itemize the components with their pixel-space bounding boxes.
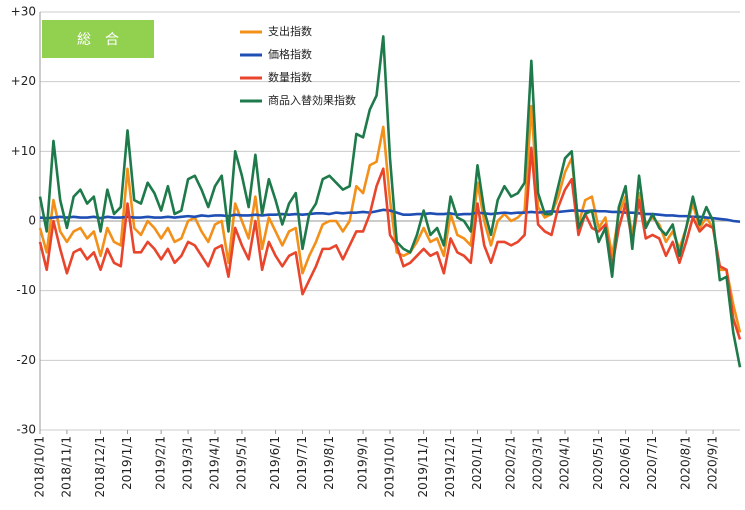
x-tick-label: 2019/12/1 bbox=[443, 436, 457, 498]
x-tick-label: 2020/7/1 bbox=[645, 436, 659, 490]
y-tick-label: +10 bbox=[11, 144, 36, 158]
y-tick-label: +30 bbox=[11, 5, 36, 19]
x-tick-label: 2019/2/1 bbox=[154, 436, 168, 490]
series-line bbox=[38, 104, 742, 333]
y-tick-label: -10 bbox=[16, 283, 36, 297]
x-tick-label: 2019/6/1 bbox=[268, 436, 282, 490]
series-line bbox=[38, 35, 742, 368]
title-box bbox=[42, 20, 154, 58]
x-tick-label: 2020/6/1 bbox=[618, 436, 632, 490]
y-tick-label: -20 bbox=[16, 353, 36, 367]
legend-label: 価格指数 bbox=[268, 47, 312, 61]
x-tick-label: 2019/9/1 bbox=[356, 436, 370, 490]
legend-label: 支出指数 bbox=[268, 24, 312, 38]
x-tick-label: 2019/4/1 bbox=[208, 436, 222, 490]
x-tick-label: 2020/8/1 bbox=[679, 436, 693, 490]
y-tick-label: 0 bbox=[28, 214, 36, 228]
x-tick-label: 2019/10/1 bbox=[383, 436, 397, 498]
x-tick-label: 2020/9/1 bbox=[706, 436, 720, 490]
x-tick-label: 2020/2/1 bbox=[504, 436, 518, 490]
x-tick-label: 2018/11/1 bbox=[59, 436, 73, 498]
x-tick-label: 2019/3/1 bbox=[181, 436, 195, 490]
legend-label: 数量指数 bbox=[268, 70, 312, 84]
x-tick-label: 2020/4/1 bbox=[558, 436, 572, 490]
x-tick-label: 2018/12/1 bbox=[93, 436, 107, 498]
x-tick-label: 2019/5/1 bbox=[234, 436, 248, 490]
series-line bbox=[38, 146, 742, 340]
x-tick-label: 2020/1/1 bbox=[470, 436, 484, 490]
x-tick-label: 2019/11/1 bbox=[416, 436, 430, 498]
y-tick-label: +20 bbox=[11, 74, 36, 88]
legend-label: 商品入替効果指数 bbox=[268, 93, 356, 107]
chart-title: 総 合 bbox=[77, 32, 119, 48]
x-tick-label: 2018/10/1 bbox=[33, 436, 47, 498]
x-tick-label: 2019/7/1 bbox=[295, 436, 309, 490]
x-tick-label: 2019/1/1 bbox=[120, 436, 134, 490]
x-tick-label: 2020/5/1 bbox=[591, 436, 605, 490]
x-tick-label: 2019/8/1 bbox=[322, 436, 336, 490]
x-tick-label: 2020/3/1 bbox=[531, 436, 545, 490]
y-tick-label: -30 bbox=[16, 423, 36, 437]
